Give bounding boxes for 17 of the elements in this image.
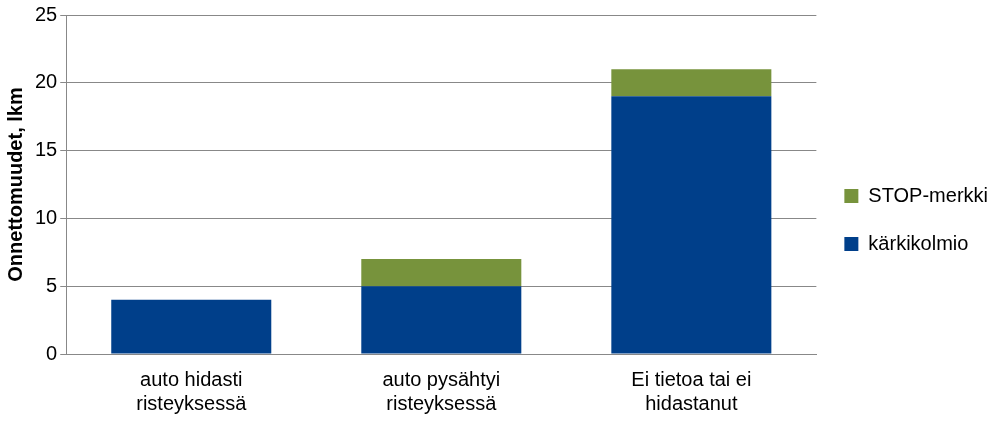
y-tick-label: 20 [35, 70, 58, 93]
bar [361, 286, 522, 354]
bar [611, 69, 772, 97]
y-axis-title: Onnettomuudet, lkm [3, 87, 26, 282]
bar [361, 259, 522, 287]
legend-label: kärkikolmio [868, 231, 969, 254]
legend-label: STOP-merkki [868, 183, 988, 206]
y-tick-label: 5 [46, 273, 58, 296]
x-tick-label: auto hidasti risteyksessä [136, 367, 248, 414]
bar [111, 299, 272, 354]
y-tick-label: 0 [46, 341, 58, 364]
y-tick-label: 15 [35, 138, 58, 161]
bar [611, 96, 772, 354]
x-tick-label: auto pysähtyi risteyksessä [382, 367, 501, 414]
y-tick-label: 10 [35, 205, 58, 228]
x-tick-label: Ei tietoa tai ei hidastanut [631, 367, 752, 414]
y-tick-label: 25 [35, 2, 58, 25]
